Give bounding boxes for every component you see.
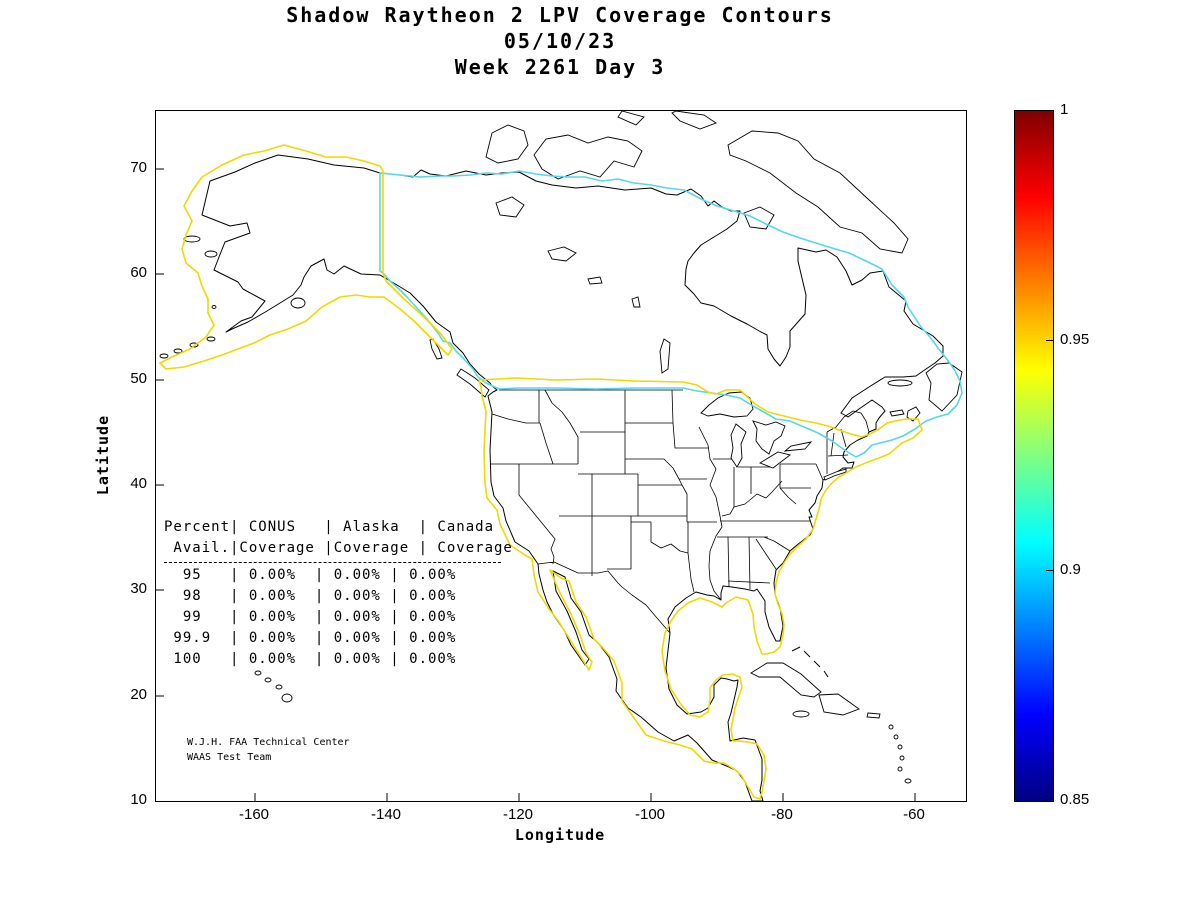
chart-title: Shadow Raytheon 2 LPV Coverage Contours bbox=[286, 3, 834, 27]
chart-week-day: Week 2261 Day 3 bbox=[454, 55, 666, 79]
x-axis-label: Longitude bbox=[514, 826, 606, 844]
x-tick-n120: -120 bbox=[502, 806, 534, 823]
colorbar-label-085: 0.85 bbox=[1060, 791, 1090, 808]
contour-090 bbox=[379, 170, 963, 458]
y-axis-label: Latitude bbox=[94, 414, 112, 496]
credit-line-1: W.J.H. FAA Technical Center bbox=[187, 737, 350, 748]
y-tick-70: 70 bbox=[130, 159, 147, 176]
credit-line-2: WAAS Test Team bbox=[187, 752, 272, 763]
state-borders bbox=[490, 389, 870, 634]
colorbar-tick-1 bbox=[1046, 110, 1053, 111]
y-tick-50: 50 bbox=[130, 370, 147, 387]
x-tick-n60: -60 bbox=[903, 806, 925, 823]
coverage-table-row-95: 95 | 0.00% | 0.00% | 0.00% bbox=[164, 567, 457, 583]
colorbar-label-095: 0.95 bbox=[1060, 331, 1090, 348]
coverage-table-row-100: 100 | 0.00% | 0.00% | 0.00% bbox=[164, 651, 457, 667]
map-plot-area: Percent| CONUS | Alaska | Canada Avail.|… bbox=[155, 110, 967, 802]
coverage-table-header-1: Percent| CONUS | Alaska | Canada bbox=[164, 519, 495, 535]
coverage-table-row-99: 99 | 0.00% | 0.00% | 0.00% bbox=[164, 609, 457, 625]
y-tick-40: 40 bbox=[130, 475, 147, 492]
coverage-table-row-98: 98 | 0.00% | 0.00% | 0.00% bbox=[164, 588, 457, 604]
x-tick-n80: -80 bbox=[771, 806, 793, 823]
lakes bbox=[495, 196, 813, 469]
colorbar-tick-085 bbox=[1046, 799, 1053, 800]
x-tick-n160: -160 bbox=[238, 806, 270, 823]
colorbar-tick-09 bbox=[1046, 570, 1053, 571]
map-canvas bbox=[156, 111, 963, 801]
coverage-table-separator bbox=[164, 562, 501, 563]
coverage-table-row-99-9: 99.9 | 0.00% | 0.00% | 0.00% bbox=[164, 630, 457, 646]
y-tick-20: 20 bbox=[130, 686, 147, 703]
coverage-table-header-2: Avail.|Coverage |Coverage | Coverage bbox=[164, 540, 513, 556]
contour-095 bbox=[159, 144, 923, 800]
colorbar-tick-095 bbox=[1046, 340, 1053, 341]
chart-date: 05/10/23 bbox=[503, 29, 617, 53]
colorbar-label-1: 1 bbox=[1060, 101, 1069, 118]
coastline-paths bbox=[201, 154, 944, 801]
x-tick-n100: -100 bbox=[634, 806, 666, 823]
colorbar bbox=[1014, 110, 1054, 802]
islands bbox=[159, 111, 963, 784]
y-tick-60: 60 bbox=[130, 264, 147, 281]
x-tick-n140: -140 bbox=[370, 806, 402, 823]
y-tick-10: 10 bbox=[130, 791, 147, 808]
credit-text: W.J.H. FAA Technical Center WAAS Test Te… bbox=[187, 735, 350, 765]
chart-title-block: Shadow Raytheon 2 LPV Coverage Contours … bbox=[155, 2, 965, 80]
y-tick-30: 30 bbox=[130, 580, 147, 597]
colorbar-label-09: 0.9 bbox=[1060, 561, 1081, 578]
axis-tick-marks bbox=[156, 168, 916, 801]
coverage-table: Percent| CONUS | Alaska | Canada Avail.|… bbox=[164, 517, 513, 670]
